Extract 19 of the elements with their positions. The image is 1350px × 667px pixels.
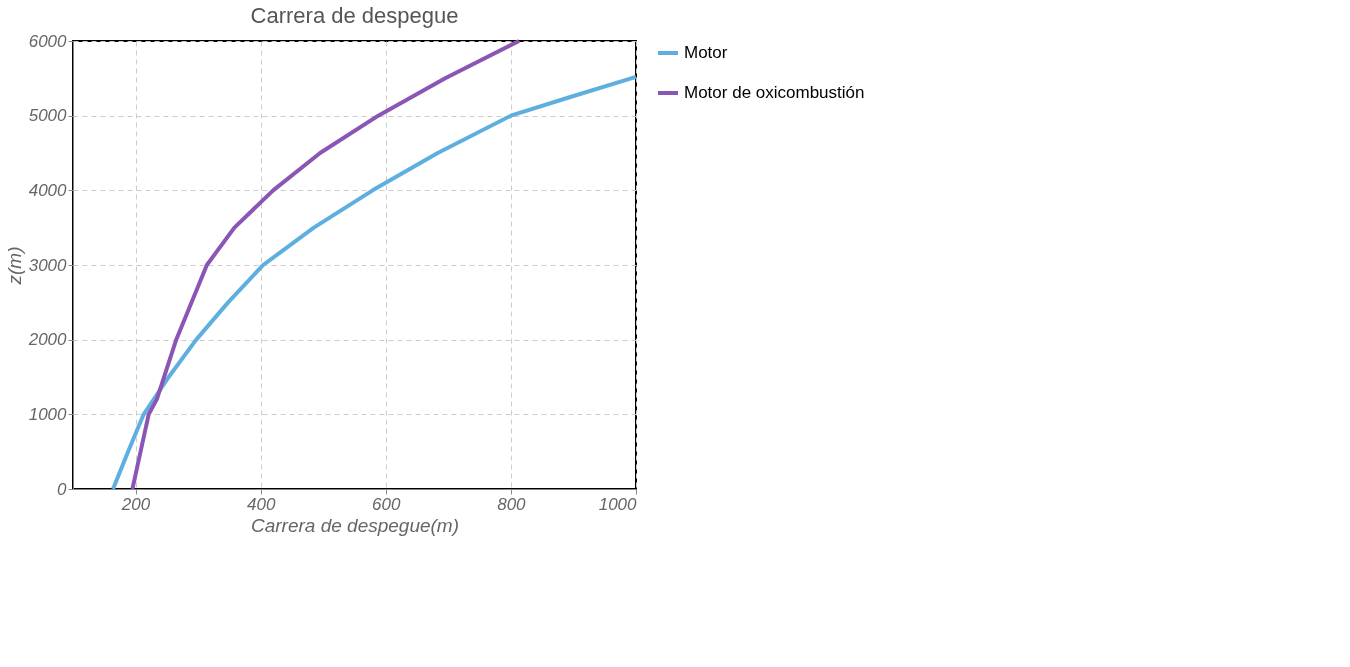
y-axis-title: z(m)	[3, 246, 25, 286]
y-tick-label: 6000	[28, 31, 68, 51]
x-axis-title: Carrera de despegue(m)	[250, 514, 460, 536]
x-tick-label: 1000	[598, 494, 638, 514]
line-series	[130, 39, 522, 491]
y-tick-label: 3000	[28, 255, 68, 275]
x-tick-label: 600	[372, 494, 401, 514]
line-series	[111, 74, 638, 491]
y-tick-label: 2000	[27, 330, 68, 350]
x-tick-label: 400	[246, 494, 276, 514]
y-tick-label: 0	[57, 479, 68, 499]
x-tick-label: 200	[120, 494, 151, 514]
legend-label: Motor	[684, 43, 728, 62]
y-tick-label: 1000	[28, 404, 68, 424]
y-tick-label: 4000	[28, 180, 68, 200]
x-tick-label: 800	[497, 494, 527, 514]
y-tick-label: 5000	[28, 106, 68, 126]
legend-label: Motor de oxicombustión	[684, 83, 865, 102]
chart-title: Carrera de despegue	[250, 3, 459, 28]
